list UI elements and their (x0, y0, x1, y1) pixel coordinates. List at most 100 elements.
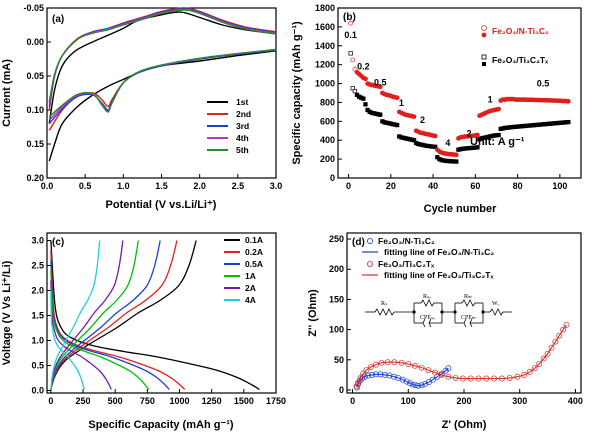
panel-b-xtick-label: 20 (386, 181, 396, 191)
panel-c-ytick-label: 0.5 (31, 361, 44, 371)
legend-marker-black-open (481, 54, 487, 60)
legend-marker-red-open (481, 25, 487, 31)
legend-marker-red-filled (481, 32, 487, 38)
panel-b-ytick-label: 600 (320, 116, 335, 126)
rct-resistor-symbol (461, 299, 476, 307)
b-point-black (496, 132, 501, 138)
eis-point-0 (399, 376, 406, 383)
panel-d-label: (d) (352, 237, 365, 248)
eis-point-1 (378, 359, 385, 366)
panel-b-rate-labels: 0.1 0.2 0.5 1 2 4 2 1 0.5 (344, 30, 549, 148)
panel-c-xtick-label: 250 (76, 396, 91, 406)
panel-d-ytick-label: 250 (329, 234, 344, 244)
charge-curve-0.2A (50, 240, 178, 390)
legend-label-0: Fe₂O₃/N-Ti₃C₂ (378, 236, 435, 246)
panel-b-ytick-label: 0 (330, 173, 335, 183)
eis-point-1 (506, 374, 513, 381)
eis-point-0 (369, 371, 376, 378)
panel-c-ytick-label: 3.0 (31, 236, 44, 246)
cv-anodic-5th (48, 9, 277, 102)
eis-point-1 (536, 361, 543, 367)
equivalent-circuit-diagram: Rₛ Rₛₑ CPEₛₑ Rₕₜ CPEₕₜ Wₒ (365, 294, 512, 328)
panel-d-xtick-label: 100 (401, 396, 416, 406)
panel-c-xtick-label: 1250 (202, 396, 222, 406)
panel-a-xtick-label: 2.5 (232, 181, 245, 191)
panel-a-cv-curves: (a) 0.0 0.5 1.0 1.5 2.0 2.5 3.0-0.050.000.050.… (1, 3, 282, 211)
eis-point-0 (377, 371, 384, 378)
panel-c-xlabel: Specific Capacity (mAh g⁻¹) (88, 419, 234, 431)
b-point-red (350, 57, 356, 63)
panel-a-ytick-label: 0.10 (26, 105, 44, 115)
panel-d-xtick-label: 200 (456, 396, 471, 406)
panel-d-ylabel: Z'' (Ohm) (307, 289, 319, 337)
panel-c-ylabel: Voltage (V Vs Li⁺/Li) (1, 260, 13, 365)
eis-point-1 (556, 332, 563, 339)
fit-line-1 (356, 324, 567, 387)
panel-d-xlabel: Z' (Ohm) (442, 419, 487, 431)
b-point-red (496, 106, 501, 112)
legend-label-2A: 2A (245, 283, 256, 293)
eis-point-1 (514, 373, 521, 380)
panel-a-xlabel: Potential (V vs.Li/Li⁺) (106, 199, 217, 211)
eis-point-1 (391, 359, 398, 366)
panel-b-legend: Fe₂O₃/N-Ti₃C₂ Fe₂O₃/Ti₃C₂Tₓ (481, 25, 549, 66)
b-point-black (363, 102, 368, 107)
rate-label: 4 (445, 138, 450, 148)
b-point-black (475, 145, 480, 150)
eis-point-1 (357, 374, 364, 381)
legend-label-0.2A: 0.2A (245, 247, 263, 257)
panel-b-ytick-label: 1800 (315, 3, 335, 13)
eis-point-1 (438, 371, 445, 378)
panel-c-xtick-label: 750 (140, 396, 155, 406)
eis-point-0 (403, 378, 410, 385)
legend-label-4A: 4A (245, 295, 256, 305)
panel-d-ytick-label: 0 (339, 385, 344, 395)
eis-point-1 (491, 375, 498, 382)
b-point-red (377, 84, 383, 90)
eis-point-0 (386, 372, 393, 379)
panel-c-ytick-label: 1.5 (31, 311, 44, 321)
rs-resistor-symbol (374, 308, 395, 316)
cv-cathodic-5th (48, 48, 277, 118)
b-point-black (348, 51, 353, 56)
charge-curve-0.5A (50, 240, 161, 390)
eis-point-1 (425, 367, 432, 374)
panel-d-ytick-label: 50 (334, 355, 344, 365)
panel-d-curves (353, 321, 570, 391)
panel-d-xtick-label: 0 (350, 396, 355, 406)
rate-label: 1 (399, 98, 404, 108)
panel-b-unit-note: Unit: A g⁻¹ (470, 136, 525, 148)
eis-point-0 (422, 380, 428, 387)
legend-label-1st: 1st (236, 97, 248, 107)
panel-c-xtick-label: 1750 (266, 396, 286, 406)
eis-point-1 (412, 362, 418, 369)
cv-anodic-4th (48, 8, 277, 104)
panel-b-xtick-label: 60 (470, 181, 480, 191)
eis-point-0 (445, 365, 452, 372)
panel-b-ytick-label: 400 (320, 135, 335, 145)
panel-d-ytick-label: 100 (329, 325, 344, 335)
panel-a-xtick-label: 1.0 (117, 181, 130, 191)
panel-c-curves (50, 240, 260, 391)
b-point-red (411, 114, 417, 119)
legend-marker-black-filled (482, 62, 486, 66)
eis-point-1 (475, 375, 482, 382)
panel-b-xtick-label: 0 (346, 181, 351, 191)
panel-a-xtick-label: 0.0 (41, 181, 54, 191)
circuit-label-rct: Rₕₜ (464, 294, 472, 300)
eis-point-0 (429, 376, 436, 383)
eis-point-0 (381, 371, 388, 378)
panel-a-ticks: 0.0 0.5 1.0 1.5 2.0 2.5 3.0 -0.05 0.00 0.05 0.10 0.… (23, 3, 282, 191)
panel-d-ytick-label: 200 (329, 264, 344, 274)
panel-b-points (348, 20, 571, 164)
panel-d-ytick-label: 150 (329, 294, 344, 304)
legend-marker-1 (366, 260, 373, 267)
panel-a-ytick-label: -0.05 (23, 3, 44, 13)
circuit-label-wo: Wₒ (492, 301, 500, 307)
charge-curve-4A (50, 240, 101, 390)
panel-c-ticks: 0 250 500 750 1000 1250 1500 1750 0.0 0.5 1.0 1.5 2.… (31, 236, 286, 407)
circuit-label-cpect: CPEₕₜ (461, 315, 476, 321)
eis-point-1 (467, 375, 474, 382)
panel-b-xtick-label: 100 (552, 181, 567, 191)
panel-b-ytick-label: 800 (320, 97, 335, 107)
